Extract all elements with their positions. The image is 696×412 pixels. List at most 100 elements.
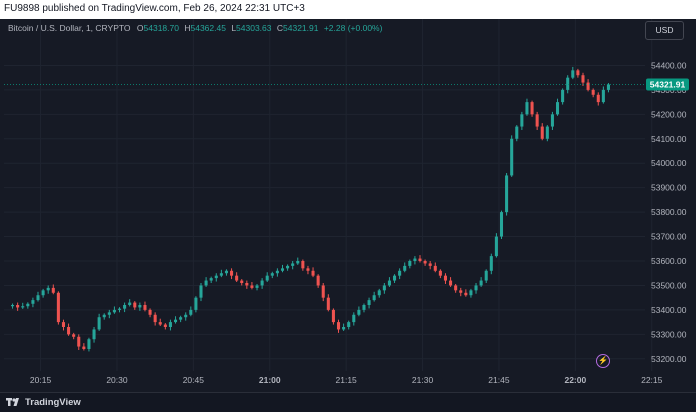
- candle: [499, 210, 504, 239]
- candle-body: [219, 273, 223, 276]
- candle-body: [459, 290, 463, 293]
- candle-body: [143, 305, 147, 310]
- candle-body: [545, 126, 549, 139]
- candle-body: [291, 263, 295, 266]
- candlestick-chart[interactable]: 53200.00 53300.00 53400.00 53500.00 53600.00…: [0, 19, 696, 392]
- candle: [112, 306, 116, 314]
- candle: [163, 323, 167, 330]
- candle: [382, 283, 386, 294]
- candle: [555, 98, 560, 116]
- candle: [443, 273, 447, 284]
- candle-body: [306, 268, 310, 271]
- price-tick-label: 53700.00: [651, 232, 687, 242]
- candle: [11, 303, 15, 309]
- candle-body: [270, 273, 274, 276]
- candle: [235, 272, 239, 283]
- candle: [301, 259, 305, 271]
- candle: [530, 100, 534, 117]
- candle-body: [21, 306, 25, 308]
- candle-body: [235, 275, 239, 281]
- candle-body: [194, 297, 198, 310]
- candle-body: [286, 265, 290, 269]
- high-label: H: [184, 23, 191, 33]
- candle-body: [82, 346, 86, 349]
- chart-grid: [4, 19, 653, 371]
- candle: [153, 312, 157, 326]
- candle-body: [230, 270, 234, 276]
- price-tick-label: 53800.00: [651, 207, 687, 217]
- candle-body: [576, 70, 580, 76]
- candle-body: [342, 327, 346, 330]
- candle-body: [179, 317, 183, 320]
- candle-body: [275, 270, 279, 274]
- candle: [581, 72, 585, 86]
- time-tick-label: 20:30: [106, 375, 128, 385]
- high-value: 54362.45: [190, 23, 226, 33]
- candle: [204, 277, 208, 287]
- candle-body: [158, 322, 162, 325]
- candle: [525, 98, 529, 116]
- candle-body: [347, 322, 351, 327]
- candle: [41, 288, 45, 298]
- candle: [123, 302, 127, 313]
- candle-body: [296, 261, 300, 264]
- currency-button[interactable]: USD: [645, 21, 684, 40]
- candle-body: [474, 285, 478, 291]
- candle: [219, 269, 223, 278]
- candle-body: [367, 300, 371, 305]
- candle-body: [443, 275, 447, 281]
- candle-body: [535, 114, 539, 127]
- candle-body: [209, 278, 213, 281]
- candle-body: [336, 322, 341, 330]
- candle: [168, 319, 172, 331]
- candle-body: [153, 314, 157, 323]
- lightning-icon[interactable]: ⚡: [596, 354, 610, 368]
- candle: [326, 294, 330, 312]
- candle: [179, 315, 183, 323]
- price-tick-label: 53500.00: [651, 280, 687, 290]
- time-tick-label: 22:15: [641, 375, 663, 385]
- open-value: 54318.70: [143, 23, 179, 33]
- candle: [535, 111, 539, 130]
- candle: [566, 75, 570, 94]
- candle: [561, 88, 565, 105]
- candle: [545, 125, 549, 142]
- candle-body: [316, 275, 320, 286]
- candle-body: [418, 258, 422, 261]
- candle-body: [240, 280, 244, 283]
- candle-body: [413, 258, 417, 261]
- footer-brand: TradingView: [25, 397, 81, 408]
- price-tick-label: 53200.00: [651, 354, 687, 364]
- candle: [520, 111, 524, 130]
- price-tick-label: 53300.00: [651, 329, 687, 339]
- candle: [138, 302, 142, 311]
- candle-body: [72, 334, 76, 337]
- candle-body: [591, 89, 595, 95]
- candle: [46, 285, 50, 294]
- candle: [240, 279, 244, 286]
- candle-body: [566, 77, 570, 90]
- time-tick-label: 21:15: [336, 375, 358, 385]
- candle: [224, 269, 228, 276]
- candle-body: [214, 275, 218, 279]
- candle-body: [586, 82, 590, 90]
- candle: [510, 135, 514, 177]
- candle-body: [133, 302, 137, 308]
- candle-body: [352, 314, 356, 323]
- candle: [280, 264, 285, 273]
- candle-body: [16, 305, 20, 308]
- candle: [158, 318, 162, 327]
- candle-body: [168, 322, 172, 327]
- candle-body: [377, 290, 381, 296]
- candle: [56, 291, 60, 325]
- candle: [331, 308, 335, 325]
- candle-body: [311, 270, 315, 276]
- candle: [342, 323, 346, 331]
- candle-body: [138, 305, 142, 308]
- time-tick-label: 21:00: [259, 375, 281, 385]
- candle: [214, 273, 218, 282]
- candle: [601, 86, 605, 104]
- candle-body: [555, 102, 560, 115]
- chart-area[interactable]: 53200.00 53300.00 53400.00 53500.00 53600.00…: [0, 19, 696, 392]
- candle-body: [199, 285, 203, 298]
